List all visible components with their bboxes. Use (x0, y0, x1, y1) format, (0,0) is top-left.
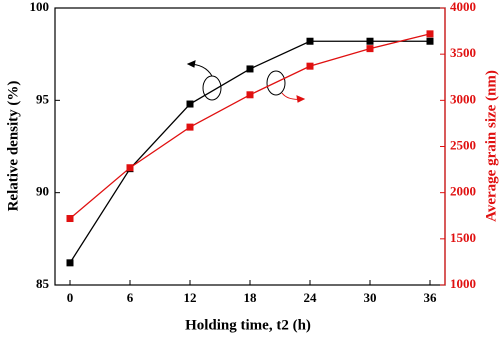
marker (66, 259, 74, 267)
y2-tick-label: 1500 (450, 230, 476, 245)
marker (306, 62, 314, 70)
marker (246, 91, 254, 99)
y2-tick-label: 4000 (450, 0, 476, 14)
marker (426, 30, 434, 38)
marker (186, 100, 194, 108)
plot-frame (54, 7, 446, 286)
marker (306, 37, 314, 45)
marker (186, 123, 194, 131)
series-line (69, 33, 431, 220)
y-tick-label: 85 (36, 276, 50, 291)
x-tick-label: 30 (364, 290, 377, 305)
y2-tick-label: 3000 (450, 91, 476, 106)
marker (66, 215, 74, 223)
y2-tick-label: 2000 (450, 184, 476, 199)
x-tick-label: 6 (127, 290, 134, 305)
x-tick-label: 18 (244, 290, 258, 305)
marker (246, 65, 254, 73)
series-line (69, 40, 430, 264)
arrow-head (186, 60, 196, 68)
marker (366, 45, 374, 53)
y-tick-label: 100 (30, 0, 50, 14)
y2-axis-label: Average grain size (nm) (483, 70, 499, 222)
y2-tick-label: 3500 (450, 45, 476, 60)
x-tick-label: 36 (424, 290, 438, 305)
marker (366, 37, 374, 45)
y-tick-label: 95 (36, 91, 50, 106)
y2-tick-label: 1000 (450, 276, 476, 291)
arrow-head (296, 95, 306, 103)
x-tick-label: 0 (67, 290, 74, 305)
red-ellipse (266, 70, 286, 96)
annotations (186, 60, 306, 103)
y-tick-label: 90 (36, 184, 49, 199)
x-tick-label: 12 (184, 290, 197, 305)
y2-tick-label: 2500 (450, 137, 476, 152)
marker (126, 164, 134, 172)
y-axis-label: Relative density (%) (5, 81, 21, 212)
marker (426, 37, 434, 45)
x-axis-label: Holding time, t2 (h) (185, 317, 311, 333)
x-tick-label: 24 (304, 290, 318, 305)
